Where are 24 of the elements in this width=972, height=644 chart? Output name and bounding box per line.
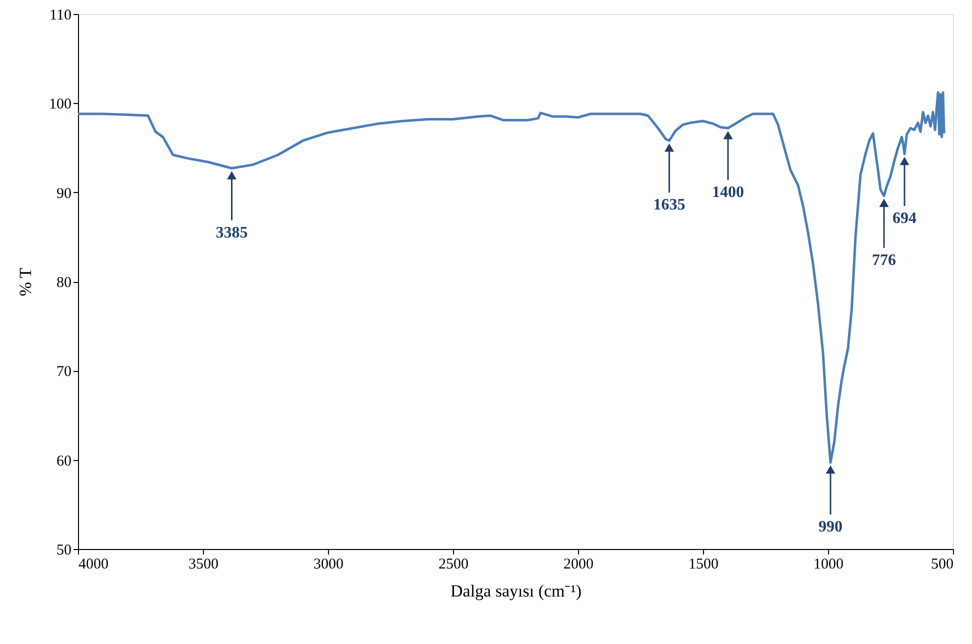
x-tick-label: 4000 (78, 556, 108, 572)
y-tick-label: 50 (56, 542, 72, 558)
annotation: 1400 (712, 184, 744, 202)
line-series (76, 91, 946, 464)
x-tick-label: 3000 (314, 556, 344, 572)
y-tick-label: 70 (56, 364, 72, 380)
annotation: 694 (892, 210, 916, 227)
y-axis-title: % T (16, 267, 35, 296)
x-tick-label: 500 (931, 556, 954, 572)
annotation: 776 (872, 252, 896, 269)
y-tick-label: 80 (56, 275, 72, 291)
annotation: 3385 (216, 224, 248, 242)
y-tick-label: 60 (56, 453, 72, 470)
x-tick-label: 1500 (688, 556, 718, 572)
x-tick-label: 2000 (564, 556, 594, 572)
x-axis-title: Dalga sayısı (cm⁻¹) (450, 582, 582, 600)
x-tick-label: 2500 (438, 556, 468, 572)
y-tick-label: 90 (56, 186, 72, 202)
annotation: 1635 (653, 196, 686, 214)
y-tick-label: 100 (49, 96, 72, 113)
x-tick-label: 1000 (814, 556, 844, 572)
annotation: 990 (818, 518, 842, 536)
y-tick-label: 110 (50, 8, 72, 24)
x-tick-label: 3500 (188, 556, 218, 572)
